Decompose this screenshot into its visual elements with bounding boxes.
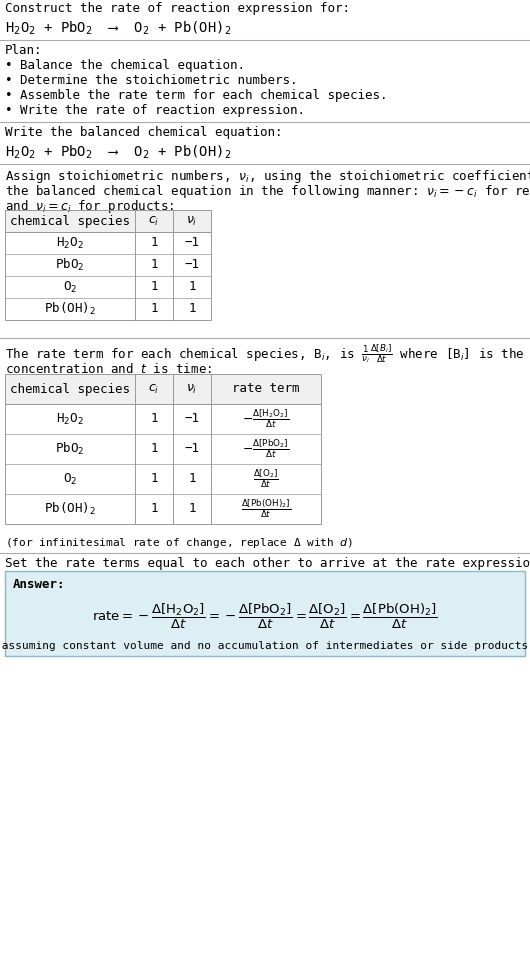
Text: 1: 1 (188, 280, 196, 293)
Text: $-\frac{\Delta[\mathrm{PbO_2}]}{\Delta t}$: $-\frac{\Delta[\mathrm{PbO_2}]}{\Delta t… (242, 438, 289, 461)
Text: $c_i$: $c_i$ (148, 382, 160, 396)
Bar (5, 374, 321, 524)
Text: • Balance the chemical equation.: • Balance the chemical equation. (5, 59, 245, 72)
Text: concentration and $t$ is time:: concentration and $t$ is time: (5, 362, 212, 376)
Text: Write the balanced chemical equation:: Write the balanced chemical equation: (5, 126, 282, 139)
Text: 1: 1 (188, 503, 196, 515)
Text: H$_2$O$_2$ + PbO$_2$  ⟶  O$_2$ + Pb(OH)$_2$: H$_2$O$_2$ + PbO$_2$ ⟶ O$_2$ + Pb(OH)$_2… (5, 20, 232, 37)
Text: $\nu_i$: $\nu_i$ (187, 215, 198, 227)
Text: 1: 1 (150, 236, 158, 250)
Text: Set the rate terms equal to each other to arrive at the rate expression:: Set the rate terms equal to each other t… (5, 557, 530, 570)
Text: 1: 1 (150, 503, 158, 515)
Text: Assign stoichiometric numbers, $\nu_i$, using the stoichiometric coefficients, $: Assign stoichiometric numbers, $\nu_i$, … (5, 168, 530, 185)
Text: and $\nu_i = c_i$ for products:: and $\nu_i = c_i$ for products: (5, 198, 174, 215)
Text: 1: 1 (150, 259, 158, 271)
Text: • Determine the stoichiometric numbers.: • Determine the stoichiometric numbers. (5, 74, 297, 87)
Text: −1: −1 (184, 259, 199, 271)
Text: Pb(OH)$_2$: Pb(OH)$_2$ (44, 301, 96, 318)
Text: chemical species: chemical species (10, 382, 130, 396)
Text: 1: 1 (150, 472, 158, 485)
Text: rate term: rate term (232, 382, 300, 396)
Text: the balanced chemical equation in the following manner: $\nu_i = -c_i$ for react: the balanced chemical equation in the fo… (5, 183, 530, 200)
Text: PbO$_2$: PbO$_2$ (55, 441, 85, 457)
Text: $\nu_i$: $\nu_i$ (187, 382, 198, 396)
Text: (assuming constant volume and no accumulation of intermediates or side products): (assuming constant volume and no accumul… (0, 641, 530, 651)
Text: 1: 1 (188, 472, 196, 485)
Text: $-\frac{\Delta[\mathrm{H_2O_2}]}{\Delta t}$: $-\frac{\Delta[\mathrm{H_2O_2}]}{\Delta … (242, 408, 289, 430)
Text: O$_2$: O$_2$ (63, 471, 77, 486)
Text: $\frac{\Delta[\mathrm{Pb(OH)_2}]}{\Delta t}$: $\frac{\Delta[\mathrm{Pb(OH)_2}]}{\Delta… (241, 498, 291, 520)
Text: −1: −1 (184, 443, 199, 456)
Text: 1: 1 (150, 280, 158, 293)
Text: 1: 1 (150, 443, 158, 456)
Text: Construct the rate of reaction expression for:: Construct the rate of reaction expressio… (5, 2, 350, 15)
Text: Plan:: Plan: (5, 44, 42, 57)
Text: 1: 1 (150, 303, 158, 316)
Text: $c_i$: $c_i$ (148, 215, 160, 227)
Text: chemical species: chemical species (10, 215, 130, 227)
Text: The rate term for each chemical species, B$_i$, is $\frac{1}{\nu_i}\frac{\Delta[: The rate term for each chemical species,… (5, 342, 530, 365)
Text: PbO$_2$: PbO$_2$ (55, 257, 85, 273)
Bar (5, 210, 211, 320)
Bar (5, 210, 211, 232)
Text: −1: −1 (184, 236, 199, 250)
Text: H$_2$O$_2$ + PbO$_2$  ⟶  O$_2$ + Pb(OH)$_2$: H$_2$O$_2$ + PbO$_2$ ⟶ O$_2$ + Pb(OH)$_2… (5, 144, 232, 162)
Text: $\mathrm{rate} = -\dfrac{\Delta[\mathrm{H_2O_2}]}{\Delta t} = -\dfrac{\Delta[\ma: $\mathrm{rate} = -\dfrac{\Delta[\mathrm{… (92, 602, 438, 630)
Bar (5, 571, 525, 656)
Text: $\frac{\Delta[\mathrm{O_2}]}{\Delta t}$: $\frac{\Delta[\mathrm{O_2}]}{\Delta t}$ (253, 467, 279, 490)
Text: −1: −1 (184, 413, 199, 425)
Text: 1: 1 (150, 413, 158, 425)
Text: 1: 1 (188, 303, 196, 316)
Text: Pb(OH)$_2$: Pb(OH)$_2$ (44, 501, 96, 517)
Text: H$_2$O$_2$: H$_2$O$_2$ (56, 412, 84, 426)
Text: • Assemble the rate term for each chemical species.: • Assemble the rate term for each chemic… (5, 89, 387, 102)
Text: H$_2$O$_2$: H$_2$O$_2$ (56, 235, 84, 251)
Text: • Write the rate of reaction expression.: • Write the rate of reaction expression. (5, 104, 305, 117)
Text: (for infinitesimal rate of change, replace Δ with $d$): (for infinitesimal rate of change, repla… (5, 536, 354, 550)
Text: Answer:: Answer: (13, 578, 66, 591)
Text: O$_2$: O$_2$ (63, 279, 77, 295)
Bar (5, 374, 321, 404)
